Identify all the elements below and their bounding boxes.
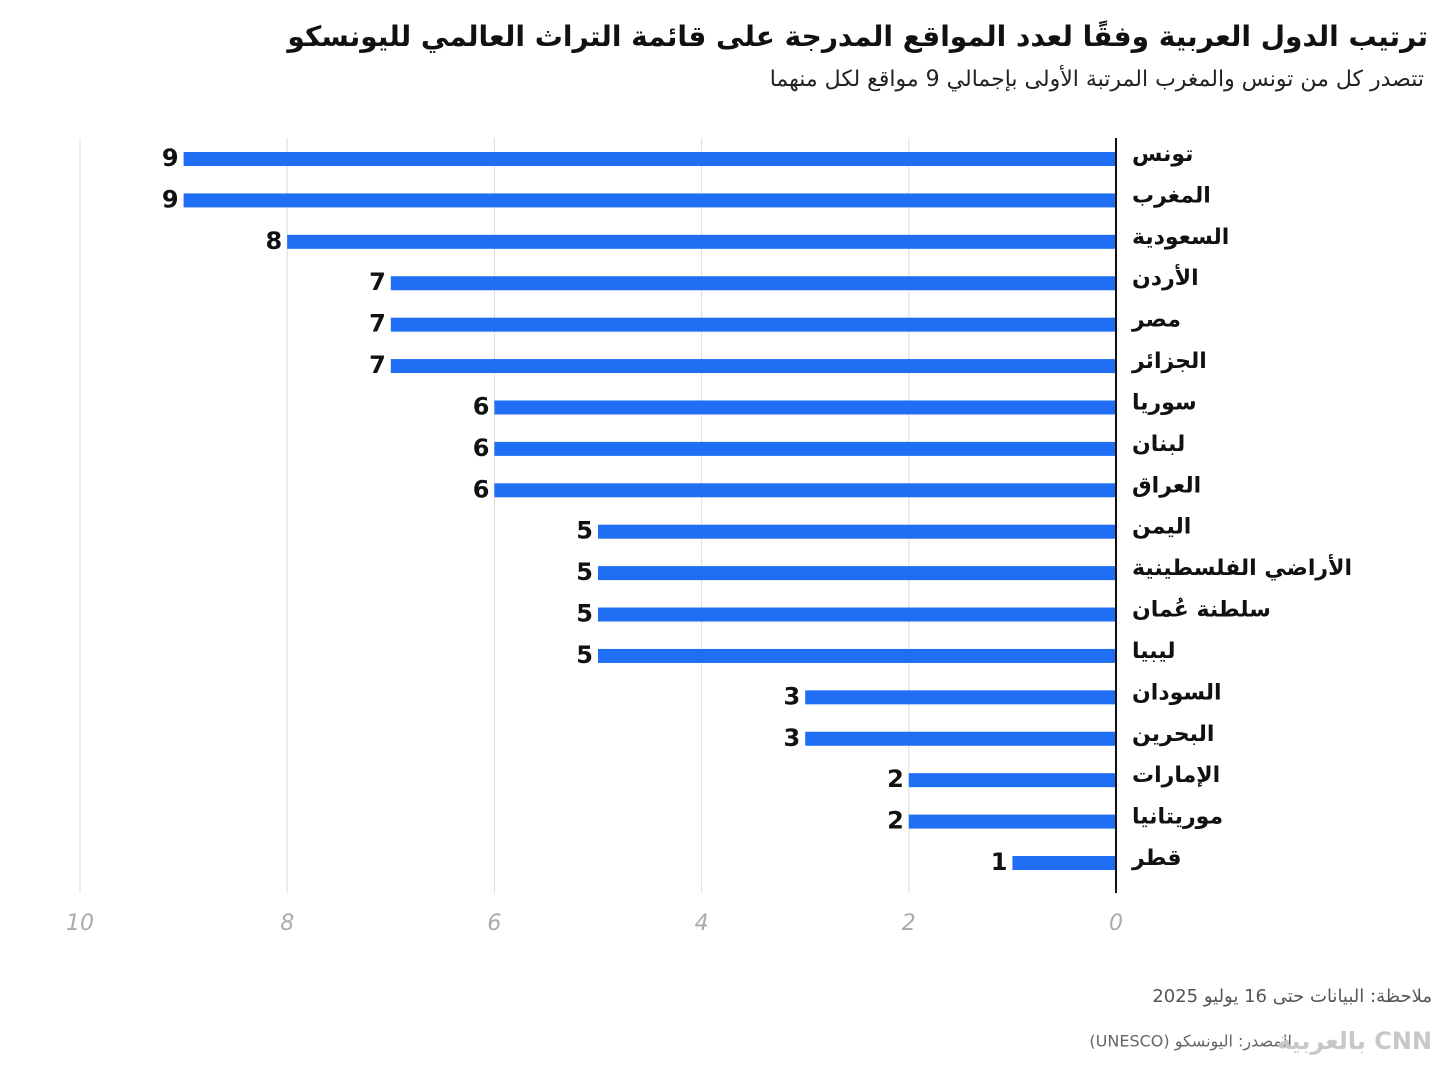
value-label: 6 [473,475,490,503]
y-tick-label: قطر [1131,846,1182,871]
bar [183,152,1117,166]
y-tick-label: البحرين [1132,722,1214,747]
x-tick-label: 8 [280,911,294,936]
value-label: 9 [162,185,179,213]
value-label: 5 [576,517,593,545]
value-label: 5 [576,600,593,628]
y-tick-label: مصر [1131,308,1181,333]
y-tick-label: السعودية [1132,225,1229,250]
y-tick-label: موريتانيا [1132,805,1223,830]
bar [390,317,1116,332]
value-label: 9 [162,144,179,172]
bar [805,690,1116,705]
x-tick-label: 0 [1109,911,1123,936]
value-label: 6 [473,392,490,420]
bar [805,731,1116,746]
value-label: 2 [887,807,904,835]
value-label: 5 [576,558,593,586]
logo: CNN بالعربية [1277,1027,1432,1055]
bar [598,607,1116,622]
bar [183,193,1117,208]
y-tick-label: تونس [1132,142,1193,167]
bar [1012,856,1116,870]
y-tick-label: لبنان [1132,432,1185,457]
bar [908,773,1116,788]
bar [494,483,1116,498]
value-label: 3 [783,724,800,752]
value-label: 1 [991,848,1008,876]
value-label: 7 [369,351,386,379]
y-tick-label: الجزائر [1131,349,1207,374]
y-tick-label: المغرب [1132,183,1211,208]
bar [390,359,1116,374]
value-label: 8 [265,227,282,255]
value-label: 7 [369,268,386,296]
y-tick-label: سلطنة عُمان [1132,597,1271,622]
source: المصدر: اليونسكو (UNESCO) [1089,1032,1292,1052]
value-label: 6 [473,434,490,462]
x-tick-label: 10 [66,911,94,936]
note: ملاحظة: البيانات حتى 16 يوليو 2025 [1152,986,1432,1007]
y-tick-label: العراق [1132,473,1201,498]
x-tick-label: 4 [695,911,709,936]
value-label: 7 [369,310,386,338]
bar [598,524,1116,539]
y-tick-label: ليبيا [1132,639,1175,664]
y-tick-label: الأردن [1132,263,1199,291]
value-label: 2 [887,765,904,793]
bar [287,234,1116,249]
bar [494,400,1116,415]
y-tick-label: السودان [1132,680,1222,705]
bar [598,648,1116,663]
bar [494,441,1116,456]
bar [598,566,1116,581]
y-tick-label: الأراضي الفلسطينية [1132,553,1352,581]
value-label: 5 [576,641,593,669]
chart-title: ترتيب الدول العربية وفقًا لعدد المواقع ا… [285,19,1428,53]
value-label: 3 [783,682,800,710]
y-tick-label: الإمارات [1132,763,1220,788]
bar [908,814,1116,829]
bar [390,276,1116,291]
x-tick-label: 6 [487,911,501,936]
y-tick-label: اليمن [1132,515,1191,540]
x-tick-label: 2 [902,911,916,936]
y-tick-label: سوريا [1132,390,1197,415]
chart-subtitle: تتصدر كل من تونس والمغرب المرتبة الأولى … [770,65,1424,92]
